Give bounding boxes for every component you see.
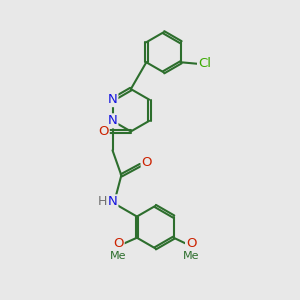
Text: N: N: [108, 195, 117, 208]
Text: O: O: [113, 237, 124, 250]
Text: N: N: [108, 93, 117, 106]
Text: Cl: Cl: [198, 57, 211, 70]
Text: O: O: [98, 125, 109, 138]
Text: Me: Me: [110, 251, 127, 261]
Text: O: O: [186, 237, 196, 250]
Text: O: O: [142, 156, 152, 169]
Text: H: H: [98, 195, 107, 208]
Text: N: N: [108, 114, 117, 127]
Text: Me: Me: [183, 251, 200, 261]
